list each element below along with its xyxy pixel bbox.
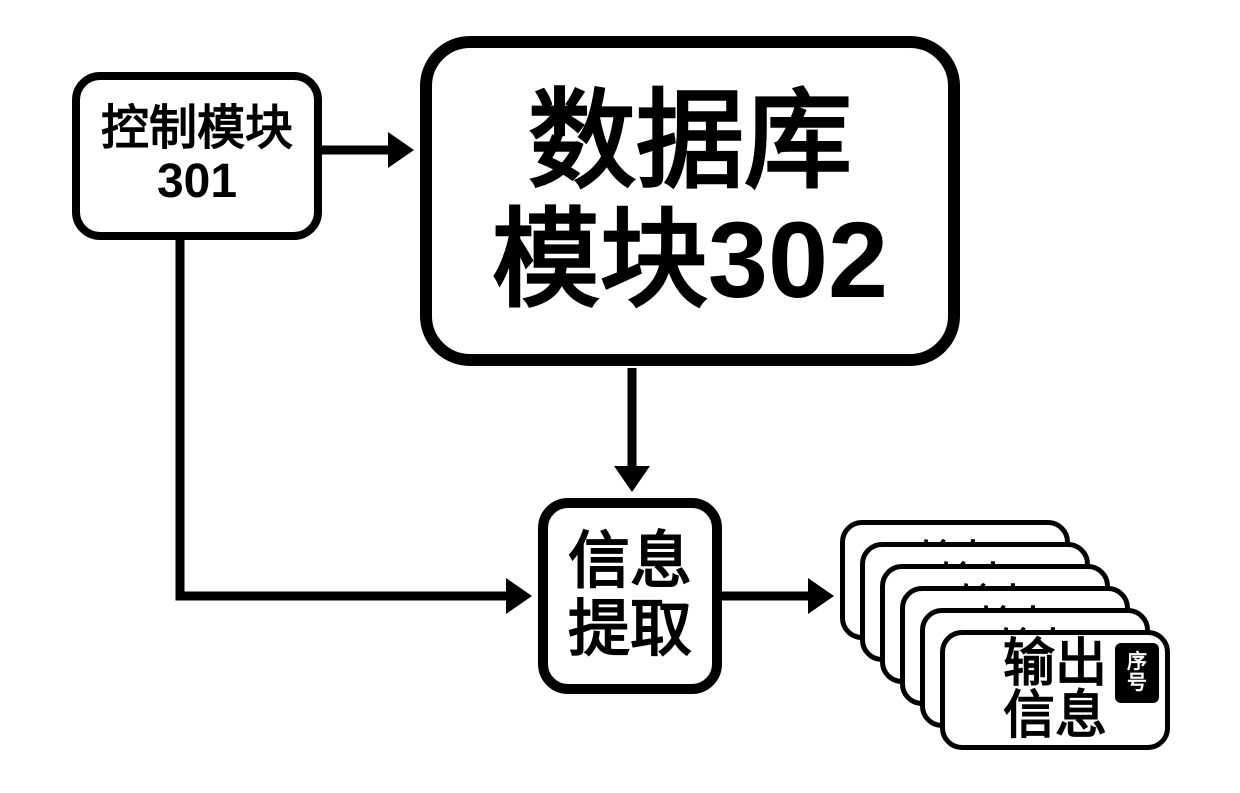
info-extract-label: 信息提取	[568, 528, 692, 664]
diagram-canvas: 控制模块301 数据库模块302 信息提取 输出输出输出输出输出输出信息序号	[0, 0, 1240, 793]
sequence-badge: 序号	[1115, 643, 1159, 703]
control-module-label: 控制模块301	[101, 103, 293, 209]
database-module-label: 数据库模块302	[492, 82, 888, 320]
database-module-node: 数据库模块302	[420, 36, 960, 366]
control-to-extract-head	[506, 578, 532, 614]
output-card: 输出信息序号	[940, 630, 1170, 750]
extract-to-stack-head	[808, 578, 834, 614]
control-to-database-head	[388, 132, 414, 168]
control-module-node: 控制模块301	[72, 72, 322, 240]
database-to-extract-head	[614, 466, 650, 492]
info-extract-node: 信息提取	[538, 498, 722, 694]
output-card-front-label: 输出信息	[1003, 638, 1107, 742]
